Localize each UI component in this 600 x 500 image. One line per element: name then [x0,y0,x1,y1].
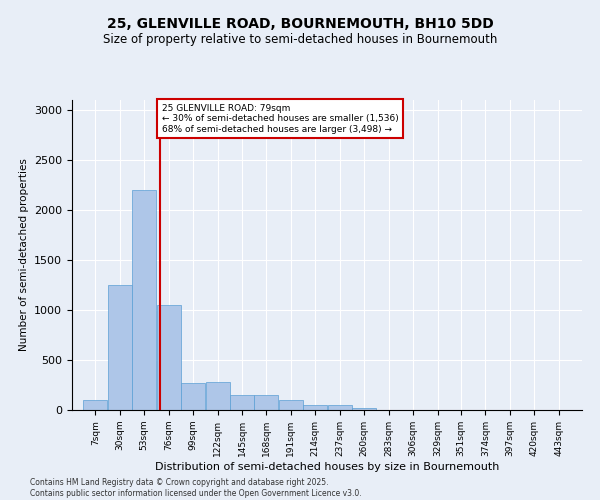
Y-axis label: Number of semi-detached properties: Number of semi-detached properties [19,158,29,352]
Bar [132,190,156,410]
Bar [352,408,376,410]
Bar [206,382,230,410]
Bar [108,285,132,410]
Text: Size of property relative to semi-detached houses in Bournemouth: Size of property relative to semi-detach… [103,32,497,46]
X-axis label: Distribution of semi-detached houses by size in Bournemouth: Distribution of semi-detached houses by … [155,462,499,471]
Text: 25, GLENVILLE ROAD, BOURNEMOUTH, BH10 5DD: 25, GLENVILLE ROAD, BOURNEMOUTH, BH10 5D… [107,18,493,32]
Bar [157,305,181,410]
Text: Contains HM Land Registry data © Crown copyright and database right 2025.
Contai: Contains HM Land Registry data © Crown c… [30,478,362,498]
Bar [279,400,303,410]
Bar [328,405,352,410]
Text: 25 GLENVILLE ROAD: 79sqm
← 30% of semi-detached houses are smaller (1,536)
68% o: 25 GLENVILLE ROAD: 79sqm ← 30% of semi-d… [162,104,398,134]
Bar [83,400,107,410]
Bar [230,395,254,410]
Bar [254,395,278,410]
Bar [181,382,205,410]
Bar [304,405,327,410]
